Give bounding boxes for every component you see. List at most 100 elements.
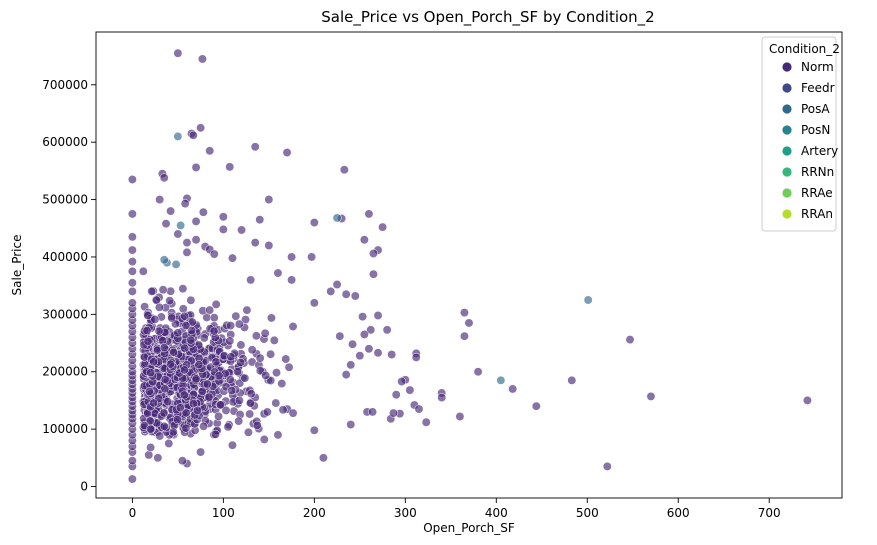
data-point-norm [246,275,256,285]
data-point-norm [378,222,388,232]
data-point-norm [214,371,224,381]
y-tick-label: 400000 [42,250,88,264]
data-point-norm [332,280,342,289]
y-axis: 0 100000 200000 300000 400000 500000 600000 700… [42,78,96,494]
x-tick-label: 0 [129,506,137,520]
data-point-norm [204,392,214,402]
data-point-norm [178,284,188,294]
data-point-norm [180,311,190,321]
data-point-norm [237,225,247,235]
data-point-norm [602,461,612,471]
data-point-norm [309,218,319,227]
data-point-norm [359,235,369,245]
data-point-norm [271,398,281,408]
data-point-norm [177,456,187,466]
data-point-norm [167,313,177,323]
data-point-norm [194,360,204,370]
data-point-norm [127,257,137,267]
data-point-norm [245,409,255,419]
data-point-norm [460,331,469,341]
data-point-norm [182,238,192,248]
data-point-norm [146,368,156,378]
y-tick-label: 300000 [42,307,88,321]
data-point-norm [369,269,378,279]
data-point-norm [159,173,169,183]
data-point-norm [318,453,328,463]
data-point-norm [154,302,164,312]
data-point-norm [182,247,192,257]
data-point-norm [205,146,215,156]
data-point-norm [173,229,183,239]
data-point-posa [332,213,342,223]
data-point-norm [250,238,260,248]
data-point-norm [172,415,182,424]
data-point-norm [273,268,283,278]
data-point-norm [225,336,235,346]
legend-label-rrnn: RRNn [801,165,834,179]
data-point-norm [252,420,262,430]
data-point-norm [158,285,168,295]
data-point-norm [508,384,518,394]
data-point-norm [149,357,159,367]
data-point-norm [341,289,351,299]
data-point-norm [144,387,154,396]
data-point-norm [625,335,635,345]
data-point-norm [473,367,483,377]
legend-label-posa: PosA [801,102,830,116]
data-point-norm [127,298,137,308]
data-point-norm [241,315,250,325]
legend: Condition_2 Norm Feedr PosA PosN Artery RRNn R… [761,36,840,232]
data-point-norm [191,216,201,226]
data-point-norm [218,224,228,234]
data-point-norm [455,412,465,421]
data-point-norm [146,424,156,434]
data-point-norm [166,206,176,216]
data-point-norm [264,241,274,250]
legend-label-feedr: Feedr [801,81,835,95]
data-point-norm [309,298,319,308]
data-point-norm [309,425,319,435]
plot-frame [95,31,843,499]
data-point-norm [199,421,209,431]
data-point-norm [567,375,577,385]
data-point-norm [247,345,257,355]
data-point-norm [250,142,260,152]
data-point-norm [346,420,356,429]
data-point-norm [359,329,369,339]
data-point-norm [159,421,169,431]
x-tick-label: 400 [485,506,508,520]
data-point-norm [169,347,179,357]
data-point-norm [226,321,236,331]
data-point-norm [234,395,244,405]
data-point-norm [186,335,196,345]
data-point-norm [225,375,235,384]
data-point-norm [366,325,376,335]
legend-marker-rrnn [782,167,792,177]
data-point-norm [414,404,424,414]
y-axis-label: Sale_Price [10,235,24,296]
data-point-norm [191,235,201,245]
data-point-norm [287,275,297,285]
legend-marker-posa [782,104,792,114]
x-axis-label: Open_Porch_SF [423,521,515,535]
data-point-norm [127,266,137,276]
data-point-norm [127,175,137,184]
data-point-norm [209,249,219,259]
data-point-norm [149,398,159,408]
data-point-norm [646,391,656,401]
x-tick-label: 200 [303,506,326,520]
data-point-norm [127,245,137,255]
data-point-norm [163,397,173,407]
data-point-norm [287,252,297,262]
data-point-norm [225,162,235,172]
chart-title: Sale_Price vs Open_Porch_SF by Condition… [321,8,654,27]
data-point-norm [391,390,401,400]
x-tick-label: 300 [394,506,417,520]
data-point-norm [173,48,183,58]
data-point-posa [583,295,593,305]
data-point-norm [142,326,152,336]
data-point-norm [214,411,224,421]
x-tick-label: 100 [212,506,235,520]
x-tick-label: 500 [576,506,599,520]
data-point-norm [138,266,148,276]
